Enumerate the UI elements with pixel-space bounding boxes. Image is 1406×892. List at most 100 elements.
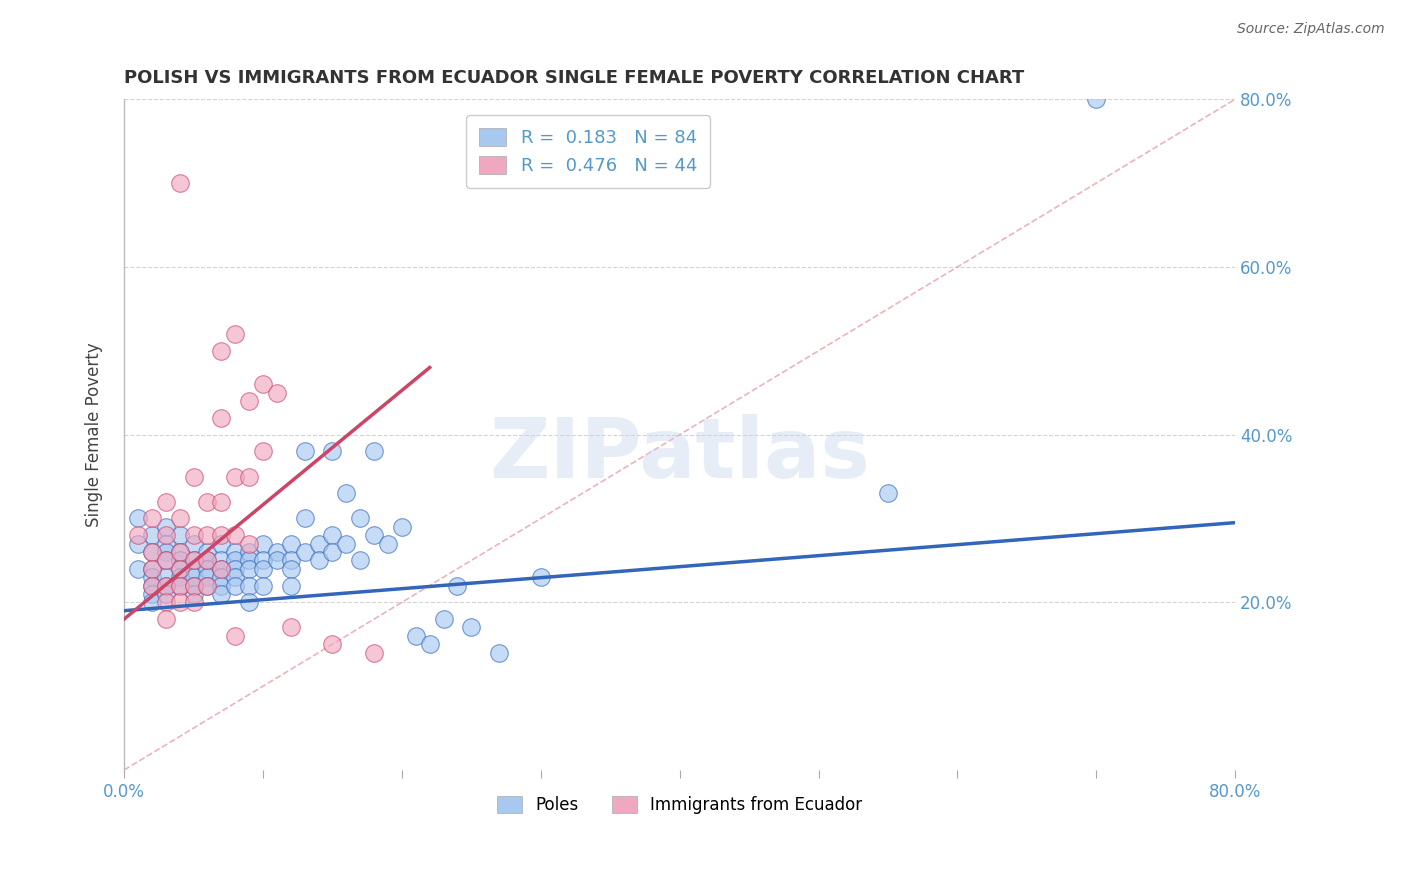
Point — [419, 637, 441, 651]
Point — [183, 469, 205, 483]
Point — [280, 578, 302, 592]
Point — [488, 646, 510, 660]
Point — [155, 494, 177, 508]
Point — [349, 511, 371, 525]
Point — [141, 578, 163, 592]
Point — [169, 595, 191, 609]
Point — [183, 528, 205, 542]
Point — [252, 578, 274, 592]
Point — [183, 587, 205, 601]
Point — [183, 553, 205, 567]
Point — [209, 587, 232, 601]
Point — [363, 528, 385, 542]
Point — [321, 528, 343, 542]
Point — [224, 469, 246, 483]
Point — [127, 536, 149, 550]
Point — [155, 578, 177, 592]
Point — [197, 562, 219, 576]
Point — [155, 553, 177, 567]
Point — [169, 176, 191, 190]
Point — [155, 578, 177, 592]
Point — [209, 570, 232, 584]
Point — [169, 545, 191, 559]
Point — [266, 553, 288, 567]
Point — [141, 578, 163, 592]
Point — [183, 553, 205, 567]
Point — [127, 528, 149, 542]
Point — [197, 570, 219, 584]
Point — [405, 629, 427, 643]
Point — [238, 595, 260, 609]
Point — [127, 562, 149, 576]
Point — [197, 553, 219, 567]
Point — [197, 578, 219, 592]
Point — [363, 444, 385, 458]
Point — [238, 553, 260, 567]
Point — [335, 536, 357, 550]
Point — [224, 578, 246, 592]
Point — [280, 536, 302, 550]
Point — [363, 646, 385, 660]
Point — [197, 578, 219, 592]
Point — [169, 545, 191, 559]
Text: Source: ZipAtlas.com: Source: ZipAtlas.com — [1237, 22, 1385, 37]
Point — [141, 511, 163, 525]
Point — [183, 578, 205, 592]
Point — [224, 553, 246, 567]
Point — [169, 578, 191, 592]
Point — [209, 578, 232, 592]
Point — [141, 562, 163, 576]
Point — [155, 528, 177, 542]
Point — [141, 545, 163, 559]
Point — [252, 444, 274, 458]
Point — [183, 578, 205, 592]
Point — [155, 536, 177, 550]
Point — [169, 562, 191, 576]
Point — [321, 637, 343, 651]
Point — [238, 562, 260, 576]
Point — [308, 536, 330, 550]
Point — [280, 553, 302, 567]
Point — [252, 562, 274, 576]
Point — [252, 553, 274, 567]
Point — [209, 494, 232, 508]
Point — [349, 553, 371, 567]
Point — [169, 570, 191, 584]
Point — [155, 612, 177, 626]
Point — [335, 486, 357, 500]
Point — [155, 553, 177, 567]
Point — [280, 562, 302, 576]
Point — [321, 545, 343, 559]
Point — [280, 620, 302, 634]
Point — [155, 570, 177, 584]
Point — [294, 511, 316, 525]
Point — [432, 612, 454, 626]
Point — [155, 587, 177, 601]
Point — [224, 528, 246, 542]
Point — [460, 620, 482, 634]
Point — [209, 343, 232, 358]
Point — [141, 528, 163, 542]
Point — [169, 511, 191, 525]
Point — [252, 536, 274, 550]
Point — [252, 377, 274, 392]
Point — [1085, 92, 1108, 106]
Point — [308, 553, 330, 567]
Y-axis label: Single Female Poverty: Single Female Poverty — [86, 343, 103, 527]
Point — [209, 536, 232, 550]
Point — [141, 587, 163, 601]
Point — [238, 536, 260, 550]
Point — [446, 578, 468, 592]
Point — [197, 494, 219, 508]
Point — [169, 562, 191, 576]
Point — [209, 528, 232, 542]
Point — [224, 562, 246, 576]
Point — [294, 444, 316, 458]
Point — [141, 595, 163, 609]
Point — [169, 578, 191, 592]
Point — [155, 595, 177, 609]
Point — [877, 486, 900, 500]
Point — [141, 562, 163, 576]
Legend: Poles, Immigrants from Ecuador: Poles, Immigrants from Ecuador — [489, 788, 870, 822]
Point — [321, 444, 343, 458]
